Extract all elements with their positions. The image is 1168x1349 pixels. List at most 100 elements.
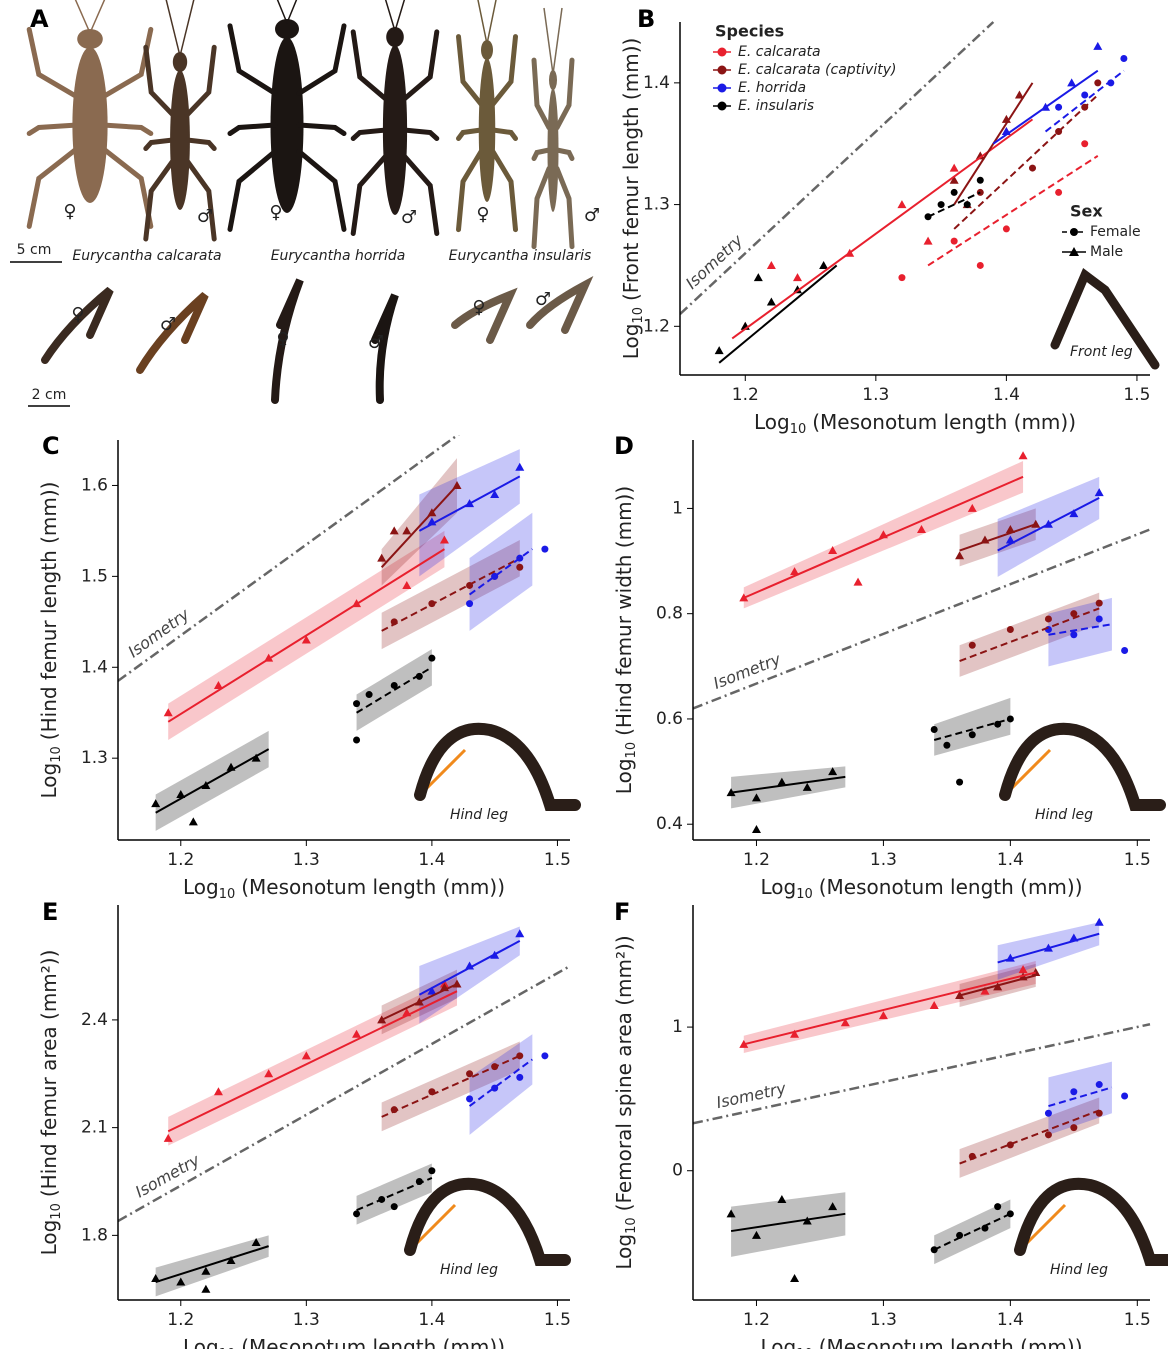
point <box>427 986 437 995</box>
y-tick-label: 0 <box>672 1161 683 1181</box>
axis-title-text: (Front femur length (mm)) <box>619 38 643 301</box>
point <box>790 1029 800 1038</box>
leg-inset <box>999 722 1166 811</box>
fit-line <box>731 118 1034 340</box>
sex-symbol: ♂ <box>584 205 600 226</box>
insect-leg <box>531 147 552 161</box>
sex-symbol: ♀ <box>71 304 84 325</box>
leg-photo <box>41 286 114 364</box>
insect-leg <box>143 158 176 242</box>
insect-leg <box>227 122 278 136</box>
inset-label: Hind leg <box>440 1262 498 1278</box>
insect-leg <box>350 153 389 236</box>
axis-title-base: Log <box>183 1335 219 1349</box>
plot: 1.2 1.3 1.4 1.5 0 1 Isometry Hind leg <box>672 905 1151 1330</box>
fit-line <box>933 717 1011 741</box>
x-tick-label: 1.4 <box>997 1310 1024 1330</box>
isometry-line <box>118 964 571 1223</box>
confidence-band <box>731 1192 846 1257</box>
insect-leg <box>456 34 484 107</box>
panel-label: E <box>42 898 58 926</box>
point <box>402 526 412 535</box>
point <box>766 260 776 269</box>
insect-leg <box>554 147 575 161</box>
insect-leg <box>227 148 278 232</box>
isometry-line <box>693 528 1151 710</box>
inset-label: Hind leg <box>1035 807 1093 823</box>
point <box>930 725 938 733</box>
confidence-band <box>419 926 520 1024</box>
leg-inset-marker <box>1023 1203 1067 1247</box>
insect-antenna <box>552 7 563 75</box>
point <box>828 1202 838 1211</box>
insect-body <box>547 88 559 212</box>
insect-leg <box>26 122 80 136</box>
point <box>790 1273 800 1282</box>
scale-label: 2 cm <box>32 387 67 403</box>
point <box>515 462 525 471</box>
point <box>917 524 926 533</box>
point <box>955 551 965 560</box>
legend-title: Species <box>715 22 784 41</box>
sex-symbol: ♀ <box>472 297 485 318</box>
insect-leg <box>554 57 575 131</box>
species-name: Eurycantha insularis <box>449 248 592 264</box>
insect-antenna <box>384 0 396 32</box>
point <box>163 1133 173 1142</box>
leg-inset-marker <box>423 748 467 792</box>
point <box>751 824 761 833</box>
point <box>163 708 173 717</box>
point <box>1094 488 1104 497</box>
point <box>466 1095 474 1103</box>
leg-photo <box>451 287 518 344</box>
point <box>793 273 802 282</box>
point <box>976 261 984 269</box>
point <box>213 680 223 689</box>
point <box>251 753 261 762</box>
insect-leg <box>143 137 176 151</box>
point <box>1044 615 1052 623</box>
fit-line <box>743 971 1036 1046</box>
insect-leg <box>100 122 154 136</box>
y-tick-label: 0.8 <box>656 604 683 624</box>
point <box>1095 599 1103 607</box>
point <box>151 1273 161 1282</box>
x-tick-label: 1.4 <box>993 385 1020 405</box>
species-name: Eurycantha horrida <box>271 248 406 264</box>
isometry-label: Isometry <box>132 1150 203 1201</box>
fit-line <box>997 497 1100 552</box>
point <box>377 553 387 562</box>
leg-photo <box>136 292 209 374</box>
axis-title: Log10 (Hind femur width (mm)) <box>612 486 639 794</box>
point <box>975 151 985 160</box>
point <box>1018 451 1028 460</box>
point <box>389 526 399 535</box>
point <box>1055 188 1063 196</box>
point <box>950 188 958 196</box>
point <box>1069 509 1079 518</box>
point <box>353 736 361 744</box>
sex-symbol: ♀ <box>269 202 282 223</box>
isometry-label: Isometry <box>711 649 784 693</box>
point <box>151 799 161 808</box>
confidence-band <box>934 1199 1011 1265</box>
point <box>878 1011 888 1020</box>
insect-antenna <box>165 0 181 57</box>
y-tick-label: 1.2 <box>643 316 670 336</box>
fit-line <box>356 1176 433 1212</box>
axis-title-text: (Mesonotum length (mm)) <box>819 1335 1083 1349</box>
point <box>1044 1109 1052 1117</box>
y-tick-label: 1.6 <box>81 475 108 495</box>
axis-title-text: (Femoral spine area (mm²)) <box>612 935 636 1211</box>
point <box>490 490 500 499</box>
y-tick-label: 2.4 <box>81 1010 108 1030</box>
confidence-band <box>356 649 432 731</box>
y-tick-label: 0.4 <box>656 814 683 834</box>
point <box>541 1052 549 1060</box>
insect-head <box>275 19 299 39</box>
fit-line <box>959 523 1037 552</box>
point <box>365 691 373 699</box>
fit-line <box>418 475 521 532</box>
x-tick-label: 1.5 <box>544 1310 571 1330</box>
x-tick-label: 1.2 <box>167 1310 194 1330</box>
